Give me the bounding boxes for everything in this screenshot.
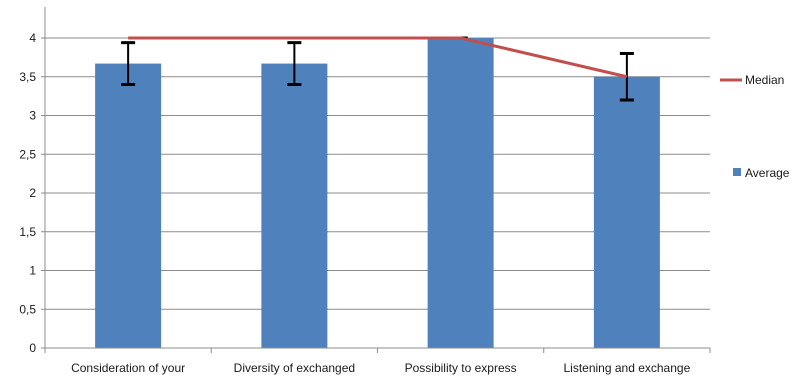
median-line-series [128, 36, 628, 79]
legend-label-median: Median [745, 73, 784, 87]
y-tick-label: 2,5 [19, 147, 36, 161]
bar [427, 38, 494, 348]
bar [593, 76, 660, 348]
x-tick-label: Consideration of your [71, 361, 185, 375]
y-tick-label: 2 [29, 186, 36, 200]
y-tick-label: 1,5 [19, 225, 36, 239]
legend: Median Average [720, 73, 790, 180]
median-line [128, 36, 628, 79]
bar-series [95, 38, 660, 348]
y-tick-label: 1 [29, 264, 36, 278]
y-tick-label: 3,5 [19, 70, 36, 84]
legend-label-average: Average [745, 166, 790, 180]
y-tick-label: 0 [29, 341, 36, 355]
y-tick-label: 3 [29, 109, 36, 123]
error-bar [121, 41, 136, 86]
bar [95, 63, 162, 348]
y-axis: 0 0,5 1 1,5 2 2,5 3 3,5 4 [19, 7, 46, 355]
x-tick-label: Possibility to express [405, 361, 517, 375]
error-bars [121, 36, 634, 102]
x-tick-label: Diversity of exchanged [234, 361, 355, 375]
x-axis: Consideration of your Diversity of exchan… [44, 347, 711, 375]
error-bar [287, 41, 302, 86]
y-tick-label: 4 [29, 31, 36, 45]
y-tick-label: 0,5 [19, 302, 36, 316]
bar [261, 63, 328, 348]
legend-swatch-average [733, 168, 741, 176]
x-tick-label: Listening and exchange [563, 361, 690, 375]
